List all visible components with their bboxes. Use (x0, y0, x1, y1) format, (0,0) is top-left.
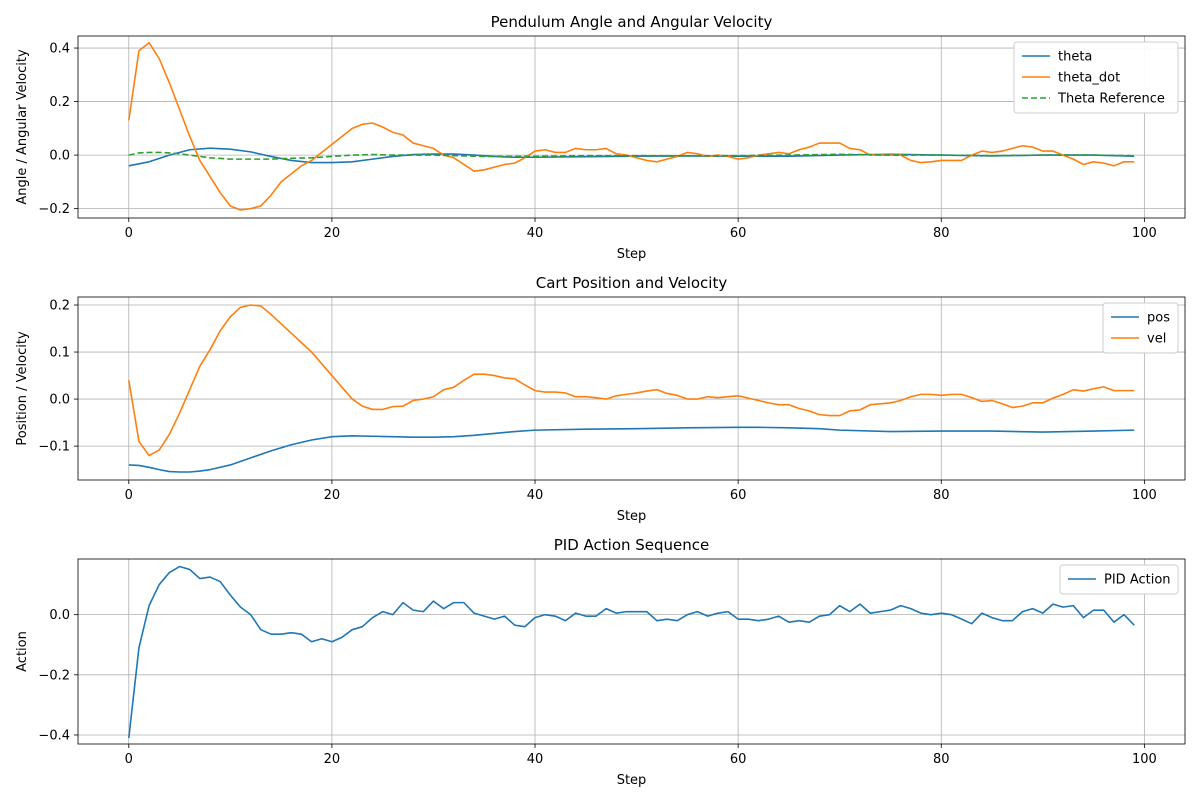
x-tick-label: 0 (125, 488, 133, 503)
plot-frame (77, 558, 1186, 745)
x-tick-label: 0 (125, 752, 133, 767)
x-axis-label: Step (617, 247, 647, 262)
y-axis-label: Angle / Angular Velocity (15, 49, 30, 205)
x-tick-label: 40 (527, 752, 544, 767)
y-tick-label: −0.2 (38, 202, 70, 217)
x-tick-label: 60 (730, 226, 747, 241)
y-tick-label: 0.0 (49, 149, 70, 164)
x-tick-label: 80 (933, 752, 950, 767)
x-tick-label: 80 (933, 226, 950, 241)
legend-box (1013, 41, 1179, 114)
legend-label: theta_dot (1058, 71, 1120, 86)
plot-frame (77, 35, 1186, 219)
legend-label: theta (1058, 50, 1092, 65)
x-tick-label: 80 (933, 488, 950, 503)
y-tick-label: 0.0 (49, 393, 70, 408)
x-tick-label: 100 (1132, 488, 1157, 503)
series-line-pos (128, 426, 1135, 473)
legend: theta theta_dot Theta Reference (1013, 41, 1179, 114)
y-axis-label: Position / Velocity (15, 331, 30, 446)
chart-title: Cart Position and Velocity (536, 274, 728, 292)
legend: pos vel (1102, 302, 1179, 354)
legend-box (1102, 302, 1179, 354)
y-tick-label: 0.2 (49, 298, 70, 313)
y-tick-label: −0.1 (38, 440, 70, 455)
legend: PID Action (1059, 564, 1179, 595)
x-tick-label: 20 (324, 226, 341, 241)
y-tick-label: 0.0 (49, 608, 70, 623)
x-tick-label: 100 (1132, 752, 1157, 767)
series-line-pid-action (127, 565, 1135, 739)
x-tick-label: 20 (324, 488, 341, 503)
y-axis-label: Action (15, 631, 30, 672)
x-tick-label: 0 (125, 226, 133, 241)
chart-title: Pendulum Angle and Angular Velocity (491, 13, 773, 31)
chart-pendulum-angle: 0 20 40 60 80 100 −0.2 0.0 0.2 0.4 Pendulum Angle … (15, 13, 1186, 262)
x-tick-label: 40 (527, 488, 544, 503)
chart-pid-action: 0 20 40 60 80 100 −0.4 −0.2 0.0 PID Action Sequen… (15, 536, 1186, 788)
legend-label: Theta Reference (1057, 92, 1165, 107)
y-tick-label: 0.1 (49, 346, 70, 361)
y-tick-label: −0.2 (38, 668, 70, 683)
legend-label: pos (1147, 311, 1170, 326)
x-axis-label: Step (617, 509, 647, 524)
series-line-theta-dot (127, 41, 1135, 211)
y-tick-label: −0.4 (38, 728, 70, 743)
x-axis-label: Step (617, 773, 647, 788)
chart-title: PID Action Sequence (554, 536, 710, 554)
y-tick-label: 0.2 (49, 95, 70, 110)
x-tick-label: 100 (1132, 226, 1157, 241)
x-tick-label: 60 (730, 488, 747, 503)
x-tick-label: 20 (324, 752, 341, 767)
series-line-vel (127, 304, 1135, 457)
chart-cart-position: 0 20 40 60 80 100 −0.1 0.0 0.1 0.2 Cart Position a… (15, 274, 1186, 524)
x-tick-label: 60 (730, 752, 747, 767)
x-tick-label: 40 (527, 226, 544, 241)
series-line-theta-reference (128, 151, 1135, 160)
plot-frame (77, 296, 1186, 481)
legend-box (1059, 564, 1179, 595)
y-tick-label: 0.4 (49, 42, 70, 57)
legend-label: vel (1147, 332, 1166, 347)
legend-label: PID Action (1104, 573, 1171, 588)
